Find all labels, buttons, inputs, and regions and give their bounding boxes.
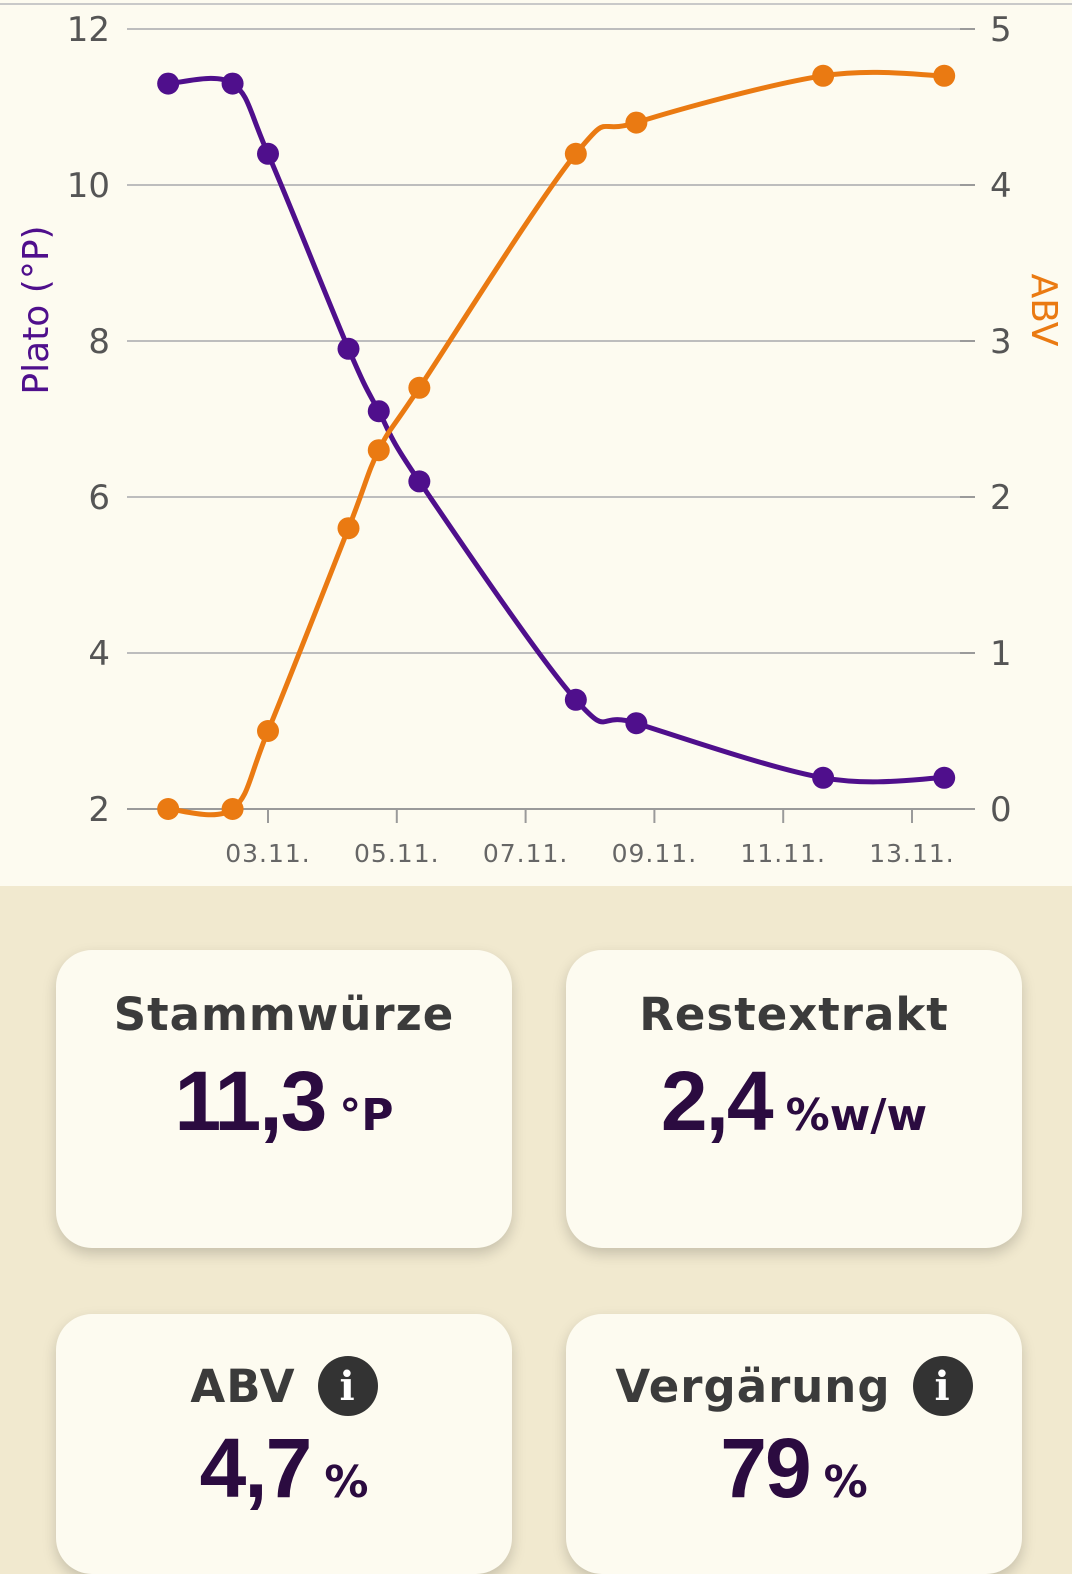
chart-series: [157, 64, 956, 820]
residual-extract-value: 2,4: [660, 1054, 774, 1148]
plato-data-point: [367, 400, 390, 423]
plato-data-point: [933, 766, 956, 789]
abv-data-point: [408, 376, 431, 399]
abv-data-point: [812, 64, 835, 87]
x-tick-label: 03.11.: [225, 839, 311, 868]
y-right-tick-label: 0: [990, 790, 1012, 830]
attenuation-info-icon[interactable]: i: [912, 1356, 973, 1416]
residual-extract-label-text: Restextrakt: [639, 988, 949, 1041]
x-tick-label: 05.11.: [354, 839, 440, 868]
residual-extract-label: Restextrakt: [566, 988, 1022, 1041]
x-tick-label: 09.11.: [612, 839, 698, 868]
y-left-tick-label: 8: [88, 322, 110, 362]
x-tick-label: 11.11.: [740, 839, 826, 868]
plato-data-point: [257, 142, 279, 165]
attenuation-value: 79: [720, 1421, 811, 1515]
x-tick-label: 07.11.: [483, 839, 569, 868]
abv-value: 4,7: [199, 1421, 313, 1515]
residual-extract-value-row: 2,4 %w/w: [566, 1053, 1022, 1150]
abv-data-point: [337, 517, 360, 540]
y-left-tick-label: 6: [88, 478, 110, 518]
abv-unit: %: [324, 1457, 369, 1508]
attenuation-label-text: Vergärung: [615, 1359, 891, 1413]
original-gravity-value-row: 11,3 °P: [56, 1053, 512, 1150]
abv-label-text: ABV: [190, 1359, 296, 1413]
y-right-tick-label: 1: [990, 634, 1012, 674]
abv-info-icon[interactable]: i: [317, 1356, 378, 1416]
plato-data-point: [337, 337, 360, 360]
attenuation-card: Vergärung i 79 %: [566, 1314, 1022, 1574]
x-tick-label: 13.11.: [869, 839, 955, 868]
attenuation-unit: %: [823, 1457, 868, 1508]
y-right-tick-label: 4: [990, 166, 1012, 206]
residual-extract-unit: %w/w: [785, 1090, 928, 1141]
plato-data-point: [408, 470, 431, 493]
abv-data-point: [221, 798, 244, 820]
abv-data-point: [367, 439, 390, 462]
top-divider: [0, 3, 1072, 5]
original-gravity-label-text: Stammwürze: [113, 988, 455, 1041]
plato-data-point: [157, 72, 180, 95]
plato-data-point: [221, 72, 244, 95]
original-gravity-unit: °P: [339, 1090, 394, 1141]
abv-data-point: [625, 111, 648, 134]
abv-data-point: [257, 720, 279, 742]
y-left-tick-label: 12: [67, 10, 110, 50]
original-gravity-card: Stammwürze 11,3 °P: [56, 950, 512, 1248]
y-left-tick-label: 10: [67, 166, 110, 206]
attenuation-value-row: 79 %: [566, 1420, 1022, 1517]
abv-data-point: [564, 142, 587, 165]
y-left-tick-label: 4: [88, 634, 110, 674]
y-right-tick-label: 3: [990, 322, 1012, 362]
abv-value-row: 4,7 %: [56, 1420, 512, 1517]
y-left-tick-label: 2: [88, 790, 110, 830]
y-right-tick-label: 2: [990, 478, 1012, 518]
plato-data-point: [812, 766, 835, 789]
y-left-axis-title: Plato (°P): [16, 225, 57, 394]
abv-label: ABV i: [56, 1356, 512, 1416]
original-gravity-value: 11,3: [174, 1054, 327, 1148]
attenuation-label: Vergärung i: [566, 1356, 1022, 1416]
abv-data-point: [933, 64, 956, 87]
abv-card: ABV i 4,7 %: [56, 1314, 512, 1574]
fermentation-chart-panel: 2 4 6 8 10 12 0 1 2 3 4 5 03.11. 05.11. 07.11. 09.11. 11…: [0, 0, 1072, 886]
abv-data-point: [157, 798, 180, 820]
chart-gridlines: [127, 28, 975, 810]
abv-series-line: [167, 69, 945, 818]
residual-extract-card: Restextrakt 2,4 %w/w: [566, 950, 1022, 1248]
original-gravity-label: Stammwürze: [56, 988, 512, 1041]
plato-data-point: [625, 712, 648, 735]
plato-data-point: [564, 688, 587, 711]
y-right-axis-title: ABV: [1023, 274, 1064, 347]
y-right-tick-label: 5: [990, 10, 1012, 50]
